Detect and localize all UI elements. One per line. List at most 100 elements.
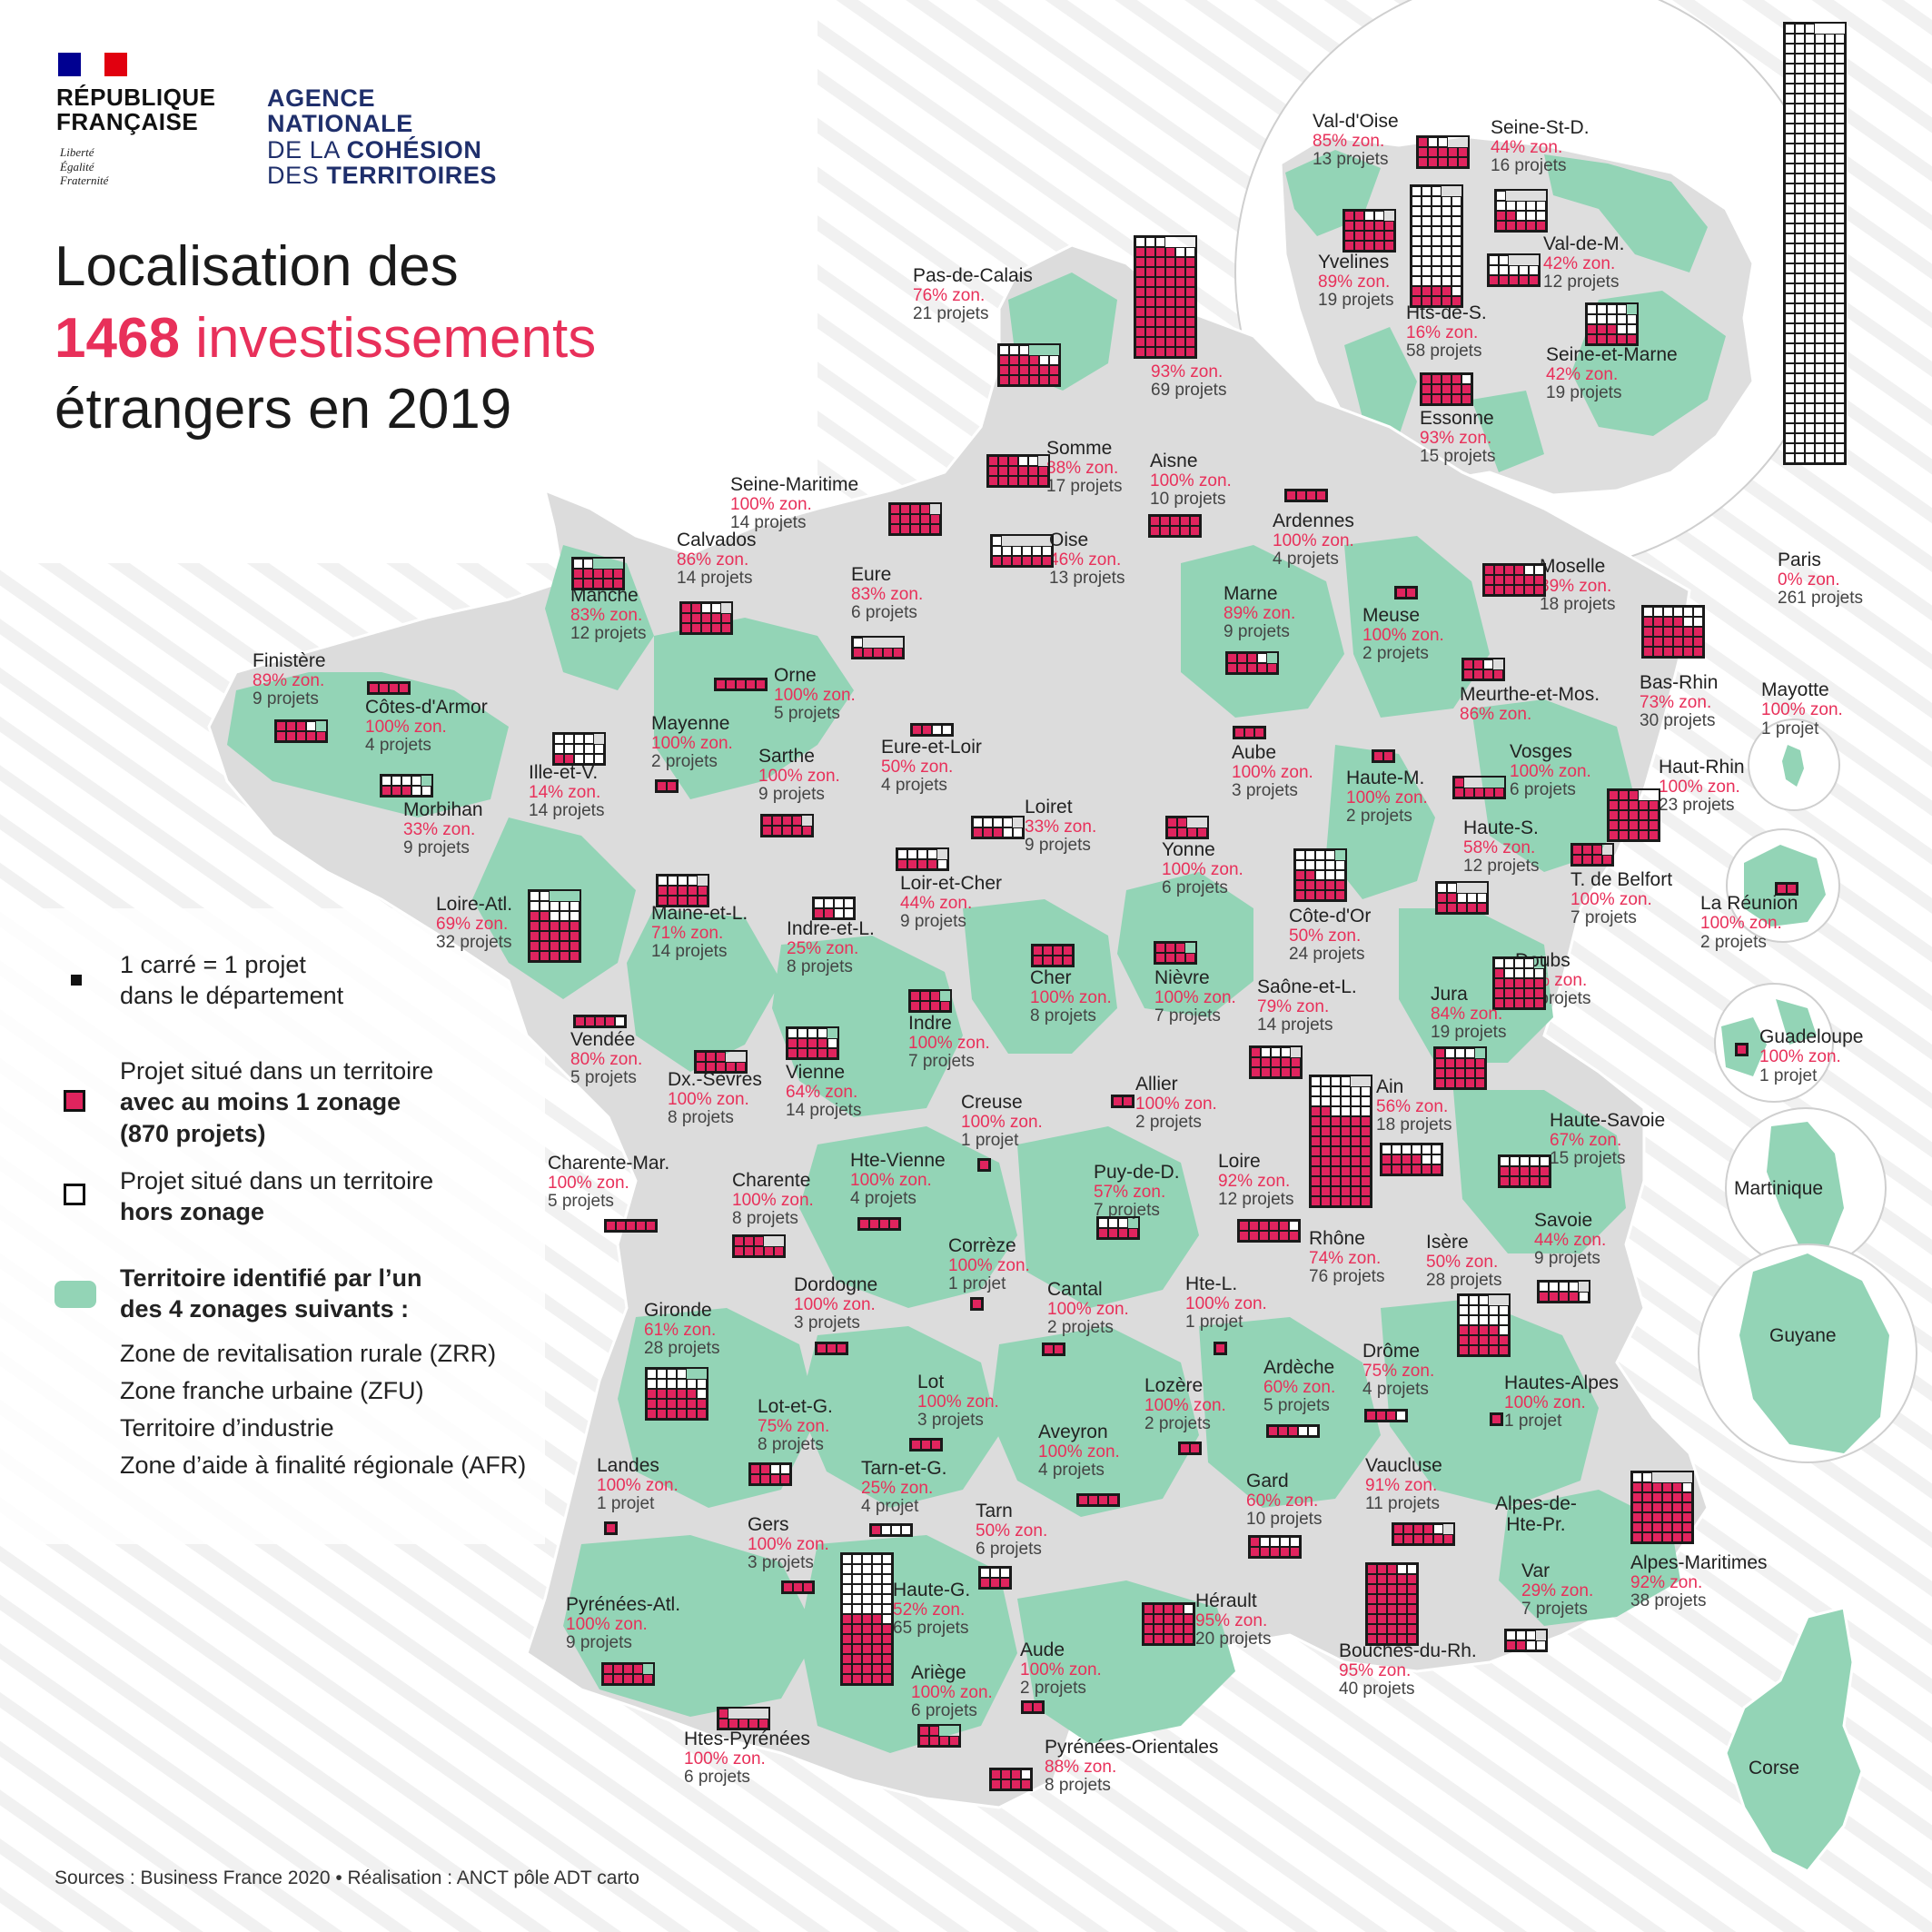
zoned-project-square bbox=[1154, 1634, 1164, 1644]
outside-project-square bbox=[1422, 196, 1432, 206]
outside-project-square bbox=[411, 786, 421, 796]
zoned-project-square bbox=[852, 1634, 862, 1644]
dept-project-count: 5 projets bbox=[548, 1192, 614, 1212]
zoned-project-square bbox=[1128, 1228, 1138, 1238]
zoned-project-square bbox=[1494, 565, 1504, 575]
agency-line-1-bold: AGENCE bbox=[267, 84, 376, 112]
outside-project-square bbox=[1835, 353, 1845, 363]
zoned-project-square bbox=[1351, 1146, 1361, 1156]
zoned-project-square bbox=[1361, 1196, 1371, 1206]
zoned-project-square bbox=[1367, 1634, 1377, 1644]
dept-name: Haute-G. bbox=[893, 1580, 971, 1600]
outside-project-square bbox=[1795, 323, 1805, 333]
zoned-project-square bbox=[1145, 327, 1155, 337]
zoned-project-square bbox=[827, 1343, 837, 1353]
outside-project-square bbox=[1825, 54, 1835, 64]
zoned-project-square bbox=[550, 931, 560, 941]
outside-project-square bbox=[1280, 1537, 1290, 1547]
dept-label-seine-et-marne: Seine-et-Marne 42% zon. 19 projets bbox=[1546, 344, 1678, 403]
zoned-project-square bbox=[1642, 1522, 1652, 1532]
outside-project-square bbox=[993, 817, 1003, 827]
zoned-project-square bbox=[1582, 845, 1592, 855]
zoned-project-square bbox=[1457, 903, 1467, 913]
outside-project-square bbox=[973, 817, 983, 827]
outside-project-square bbox=[1795, 173, 1805, 183]
outside-project-square bbox=[1412, 196, 1422, 206]
outside-project-square bbox=[1825, 293, 1835, 303]
zoned-project-square bbox=[1572, 845, 1582, 855]
zoned-project-square bbox=[919, 1726, 929, 1736]
zoned-project-square bbox=[1042, 556, 1052, 566]
outside-project-square bbox=[550, 901, 560, 911]
zoned-project-square bbox=[893, 648, 903, 658]
zoned-project-square bbox=[1592, 845, 1602, 855]
zoned-project-square bbox=[912, 725, 922, 735]
dept-name: Seine-et-Marne bbox=[1546, 344, 1678, 365]
zoned-project-square bbox=[1737, 1045, 1747, 1055]
zoned-project-square bbox=[842, 1624, 852, 1634]
dept-label-rhone: Rhône 74% zon. 76 projets bbox=[1309, 1228, 1384, 1287]
project-squares-cher bbox=[1031, 944, 1075, 967]
outside-project-square bbox=[862, 1594, 872, 1604]
empty-cell bbox=[1457, 883, 1467, 893]
dept-zoned-percent: 50% zon. bbox=[1289, 926, 1362, 946]
zoned-project-square bbox=[1145, 347, 1155, 357]
zoned-project-square bbox=[1387, 1584, 1397, 1594]
outside-project-square bbox=[1361, 1106, 1371, 1116]
outside-project-square bbox=[1442, 226, 1451, 236]
zoned-project-square bbox=[1164, 1624, 1174, 1634]
dept-zoned-percent: 50% zon. bbox=[976, 1521, 1048, 1541]
zoned-project-square bbox=[1435, 1048, 1445, 1058]
outside-project-square bbox=[1815, 183, 1825, 193]
zoned-project-square bbox=[910, 991, 920, 1001]
outside-project-square bbox=[1455, 1048, 1465, 1058]
outside-project-square bbox=[901, 1525, 911, 1535]
zoned-project-square bbox=[734, 1236, 744, 1246]
outside-project-square bbox=[1805, 433, 1815, 443]
zoned-project-square bbox=[1629, 810, 1639, 820]
outside-project-square bbox=[1825, 203, 1835, 213]
zoned-project-square bbox=[1135, 267, 1145, 277]
outside-project-square bbox=[1693, 607, 1703, 617]
outside-project-square bbox=[1422, 236, 1432, 246]
zoned-project-square bbox=[1387, 1574, 1397, 1584]
zoned-project-square bbox=[1098, 1495, 1108, 1505]
outside-project-square bbox=[1325, 870, 1335, 880]
dept-label-t-de-belfort: T. de Belfort 100% zon. 7 projets bbox=[1570, 869, 1672, 928]
outside-project-square bbox=[1422, 256, 1432, 266]
zoned-project-square bbox=[979, 1160, 989, 1170]
outside-project-square bbox=[1432, 1144, 1442, 1154]
zoned-project-square bbox=[920, 504, 930, 514]
zoned-project-square bbox=[1165, 267, 1175, 277]
dept-project-count: 4 projets bbox=[1362, 1380, 1429, 1400]
outside-project-square bbox=[1805, 54, 1815, 64]
legend-zonage-zfu: Zone franche urbaine (ZFU) bbox=[120, 1377, 424, 1404]
zoned-project-square bbox=[1397, 1574, 1407, 1584]
zoned-project-square bbox=[276, 731, 286, 741]
zoned-project-square bbox=[1693, 627, 1703, 637]
outside-project-square bbox=[554, 734, 564, 744]
project-squares-vaucluse bbox=[1392, 1522, 1455, 1546]
outside-project-square bbox=[1835, 64, 1845, 74]
outside-project-square bbox=[1795, 223, 1805, 233]
zoned-project-square bbox=[772, 816, 782, 826]
outside-project-square bbox=[842, 1554, 852, 1564]
zoned-project-square bbox=[1454, 778, 1464, 788]
outside-project-square bbox=[1815, 44, 1825, 54]
zoned-project-square bbox=[1291, 1057, 1301, 1067]
zoned-project-square bbox=[1028, 466, 1038, 476]
outside-project-square bbox=[1321, 1086, 1331, 1096]
outside-project-square bbox=[1795, 393, 1805, 403]
zoned-project-square bbox=[668, 896, 678, 906]
outside-project-square bbox=[1795, 54, 1805, 64]
outside-project-square bbox=[1479, 1295, 1489, 1305]
dept-label-alpes-maritimes: Alpes-Maritimes 92% zon. 38 projets bbox=[1630, 1552, 1768, 1611]
empty-cell bbox=[1536, 191, 1546, 201]
zoned-project-square bbox=[1305, 890, 1315, 900]
zoned-project-square bbox=[1438, 157, 1448, 167]
project-squares-saone-et-l bbox=[1249, 1045, 1303, 1079]
zoned-project-square bbox=[1174, 1634, 1184, 1644]
outside-project-square bbox=[1298, 1426, 1308, 1436]
outside-project-square bbox=[862, 1574, 872, 1584]
